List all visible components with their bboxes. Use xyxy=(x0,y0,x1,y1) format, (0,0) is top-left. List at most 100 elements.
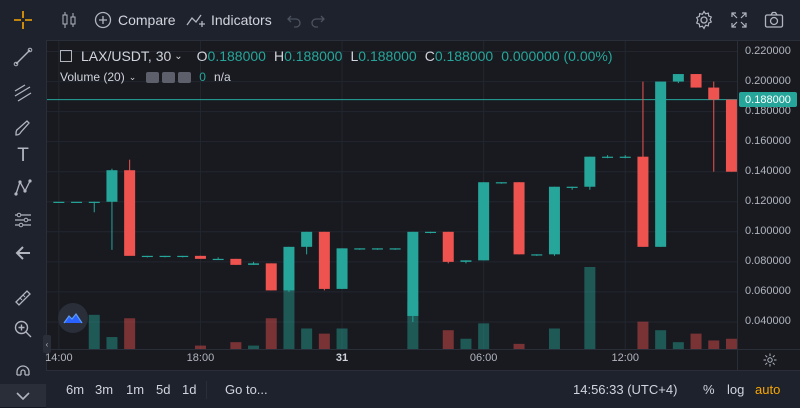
candle-body xyxy=(655,81,667,247)
candle-body xyxy=(389,248,401,250)
price-tick-label: 0.140000 xyxy=(745,164,791,177)
plus-circle-icon xyxy=(94,11,112,29)
volume-bar xyxy=(336,328,348,349)
time-axis[interactable] xyxy=(47,349,737,370)
settings-icon[interactable] xyxy=(162,71,176,83)
indicators-button[interactable]: Indicators xyxy=(186,0,272,40)
volume-bar xyxy=(690,333,702,349)
volume-settings-chevron-icon[interactable]: ⌄ xyxy=(128,71,137,82)
volume-bar xyxy=(301,328,313,349)
arrow-left-icon[interactable] xyxy=(10,240,36,266)
candle-body xyxy=(88,201,100,203)
magnet-icon[interactable] xyxy=(10,360,36,386)
log-scale-button[interactable]: log xyxy=(727,382,745,397)
close-key: C xyxy=(424,48,435,64)
goto-button[interactable]: Go to... xyxy=(225,382,268,397)
volume-bar xyxy=(318,333,330,349)
zoom-in-icon[interactable] xyxy=(10,316,36,342)
volume-bar xyxy=(513,343,525,349)
chart-pane[interactable] xyxy=(47,41,737,349)
volume-legend: Volume (20) ⌄ 0 n/a xyxy=(60,67,231,87)
interval-chevron-icon[interactable]: ⌄ xyxy=(174,50,183,62)
volume-bar xyxy=(230,342,242,349)
candle-body xyxy=(531,254,543,256)
ruler-icon[interactable] xyxy=(10,285,36,311)
pattern-tool-icon[interactable] xyxy=(10,175,36,201)
compare-button[interactable]: Compare xyxy=(94,0,176,40)
prediction-tool-icon[interactable] xyxy=(10,207,36,233)
camera-icon[interactable] xyxy=(764,0,784,40)
volume-bar xyxy=(106,337,118,349)
text-tool-icon[interactable]: T xyxy=(17,145,29,166)
fib-tool-icon[interactable] xyxy=(10,80,36,106)
series-legend: LAX/USDT, 30 ⌄ O 0.188000 H 0.188000 L 0.18… xyxy=(60,45,613,67)
trend-line-icon[interactable] xyxy=(10,44,36,70)
pane-resize-handle[interactable]: ‹ xyxy=(43,335,51,353)
open-value: 0.188000 xyxy=(207,48,266,64)
candle-body xyxy=(672,74,684,82)
indicators-label: Indicators xyxy=(211,12,272,28)
volume-bar xyxy=(407,301,419,349)
low-key: L xyxy=(350,48,359,64)
bottom-toolbar: 6m 3m 1m 5d 1d Go to... 14:56:33 (UTC+4)… xyxy=(46,370,800,408)
compare-label: Compare xyxy=(118,12,176,28)
volume-na: n/a xyxy=(213,70,231,84)
volume-bar xyxy=(248,345,260,349)
candle-body xyxy=(548,186,560,255)
drawing-toolbar: T xyxy=(0,0,47,407)
gear-icon[interactable] xyxy=(694,0,714,40)
candle-body xyxy=(230,258,242,265)
price-tick-label: 0.200000 xyxy=(745,74,791,87)
price-tick-label: 0.180000 xyxy=(745,104,791,117)
candle-body xyxy=(248,263,260,265)
volume-bar xyxy=(655,330,667,349)
candle-body xyxy=(106,170,118,202)
range-6m-button[interactable]: 6m xyxy=(66,382,85,397)
brush-icon[interactable] xyxy=(10,115,36,141)
undo-icon[interactable] xyxy=(286,0,302,40)
candle-body xyxy=(53,201,65,203)
time-tick-label: 14:00 xyxy=(45,352,73,364)
crosshair-icon[interactable] xyxy=(10,7,36,33)
candle-style-icon[interactable] xyxy=(60,0,78,40)
candle-body xyxy=(336,248,348,289)
volume-bar xyxy=(637,321,649,349)
volume-bar xyxy=(725,338,737,349)
price-tick-label: 0.060000 xyxy=(745,284,791,297)
eye-icon[interactable] xyxy=(146,71,160,83)
clock-timezone[interactable]: 14:56:33 (UTC+4) xyxy=(573,382,678,397)
axis-settings-icon[interactable] xyxy=(737,349,800,370)
close-icon[interactable] xyxy=(178,71,192,83)
chevron-down-icon[interactable] xyxy=(0,384,46,407)
redo-icon[interactable] xyxy=(310,0,326,40)
volume-bar xyxy=(708,340,720,349)
divider xyxy=(206,381,207,399)
time-tick-label: 06:00 xyxy=(469,352,498,364)
time-tick-label: 12:00 xyxy=(611,352,640,364)
candle-body xyxy=(177,255,189,258)
top-toolbar: Compare Indicators xyxy=(46,0,800,41)
volume-bar xyxy=(548,328,560,349)
fullscreen-icon[interactable] xyxy=(730,0,748,40)
volume-label: Volume (20) xyxy=(60,70,125,84)
candlestick-chart[interactable] xyxy=(47,41,737,349)
range-3m-button[interactable]: 3m xyxy=(95,382,114,397)
volume-bar xyxy=(283,270,295,349)
tradingview-logo-icon[interactable] xyxy=(58,303,88,333)
candle-body xyxy=(425,231,437,234)
volume-bar xyxy=(672,342,684,349)
percent-scale-button[interactable]: % xyxy=(703,382,715,397)
high-key: H xyxy=(273,48,285,64)
candle-body xyxy=(212,258,224,261)
indicators-icon xyxy=(186,14,205,27)
auto-scale-button[interactable]: auto xyxy=(755,382,781,397)
range-1d-button[interactable]: 1d xyxy=(182,382,197,397)
range-1m-button[interactable]: 1m xyxy=(126,382,145,397)
candle-body xyxy=(371,248,383,250)
collapse-legend-icon[interactable] xyxy=(60,50,72,62)
volume-bar xyxy=(194,345,206,349)
range-5d-button[interactable]: 5d xyxy=(156,382,171,397)
candle-body xyxy=(141,255,153,258)
candle-body xyxy=(71,201,83,203)
symbol-title[interactable]: LAX/USDT, 30 xyxy=(81,48,172,64)
